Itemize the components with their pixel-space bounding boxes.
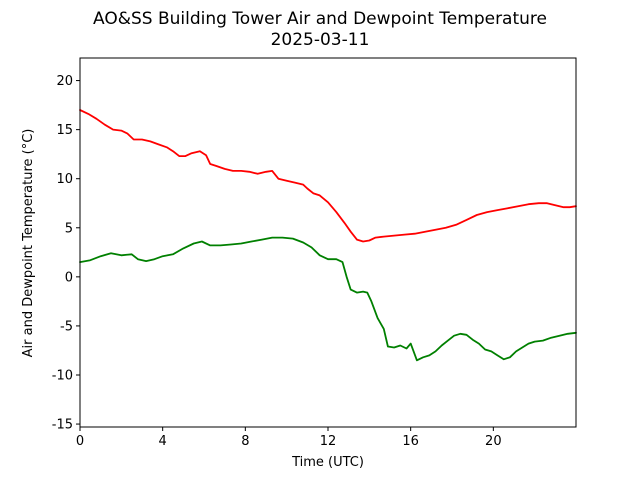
chart-subtitle: 2025-03-11	[271, 30, 370, 50]
x-tick-label: 12	[320, 434, 337, 449]
dewpoint-temperature-line	[79, 236, 577, 362]
y-tick-label: 10	[56, 172, 73, 187]
y-axis-label: Air and Dewpoint Temperature (°C)	[21, 129, 36, 358]
y-tick-label: 20	[56, 74, 73, 89]
plot-frame	[79, 57, 577, 428]
x-axis: 0 4 8 12 16 20	[76, 427, 502, 449]
y-tick-label: 15	[56, 123, 73, 138]
series-layer	[79, 109, 577, 362]
air-temperature-line	[79, 109, 577, 243]
y-axis: -15 -10 -5 0 5 10 15 20	[52, 74, 80, 433]
x-tick-label: 16	[402, 434, 419, 449]
y-tick-label: 5	[65, 221, 73, 236]
y-tick-label: 0	[65, 270, 73, 285]
x-tick-label: 8	[241, 434, 249, 449]
chart-title: AO&SS Building Tower Air and Dewpoint Te…	[93, 9, 547, 29]
y-tick-label: -10	[52, 368, 73, 383]
x-tick-label: 0	[76, 434, 84, 449]
x-tick-label: 20	[485, 434, 502, 449]
y-tick-label: -15	[52, 418, 73, 433]
x-tick-label: 4	[159, 434, 167, 449]
y-tick-label: -5	[60, 319, 73, 334]
x-axis-label: Time (UTC)	[291, 455, 364, 470]
